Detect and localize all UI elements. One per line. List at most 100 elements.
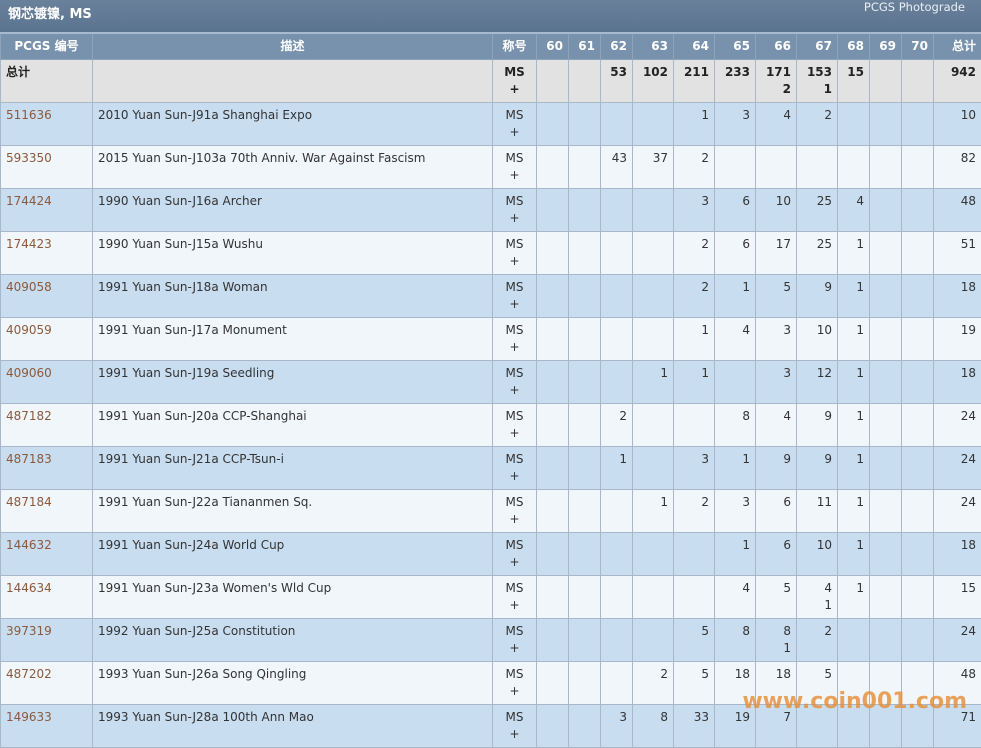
grade-count-67[interactable]: 9 [797,275,838,318]
grade-count-67[interactable]: 9 [797,404,838,447]
header-grade-68: 68 [838,33,870,60]
grade-count-64[interactable]: 2 [674,232,715,275]
grade-count-65[interactable]: 8 [715,404,756,447]
header-grade-65: 65 [715,33,756,60]
grade-count-63[interactable]: 2 [633,662,674,705]
pcgs-number-link[interactable]: 487183 [1,447,93,490]
pcgs-number-link[interactable]: 511636 [1,103,93,146]
pcgs-number-link[interactable]: 174423 [1,232,93,275]
grade-count-62 [601,189,633,232]
grade-count-65[interactable]: 3 [715,103,756,146]
grade-count-63 [633,103,674,146]
grade-count-67[interactable]: 4 1 [797,576,838,619]
grade-count-66[interactable]: 4 [756,404,797,447]
grade-count-68[interactable]: 4 [838,189,870,232]
grade-count-66[interactable]: 17 [756,232,797,275]
grade-count-66[interactable]: 5 [756,576,797,619]
grade-count-62[interactable]: 3 [601,705,633,748]
grade-count-67[interactable]: 12 [797,361,838,404]
pcgs-number-link[interactable]: 487202 [1,662,93,705]
grade-count-64[interactable]: 1 [674,361,715,404]
grade-count-65[interactable]: 4 [715,318,756,361]
grade-count-67[interactable]: 25 [797,232,838,275]
grade-count-68[interactable]: 1 [838,576,870,619]
grade-count-67[interactable]: 2 [797,103,838,146]
designation-cell: MS + [493,146,537,189]
grade-count-65[interactable]: 1 [715,533,756,576]
grade-count-62[interactable]: 1 [601,447,633,490]
header-pcgs-no[interactable]: PCGS 编号 [1,33,93,60]
grade-count-64[interactable]: 2 [674,275,715,318]
grade-count-62 [601,361,633,404]
grade-count-62 [601,490,633,533]
grade-count-64[interactable]: 1 [674,103,715,146]
designation-cell: MS + [493,619,537,662]
grade-count-66[interactable]: 9 [756,447,797,490]
grade-count-67[interactable]: 11 [797,490,838,533]
pcgs-number-link[interactable]: 487182 [1,404,93,447]
header-description[interactable]: 描述 [93,33,493,60]
pcgs-number-link[interactable]: 149633 [1,705,93,748]
description-cell: 1990 Yuan Sun-J15a Wushu [93,232,493,275]
grade-count-68[interactable]: 1 [838,318,870,361]
grade-count-64 [674,533,715,576]
grade-count-65[interactable]: 1 [715,447,756,490]
grade-count-68[interactable]: 1 [838,275,870,318]
grade-count-66[interactable]: 5 [756,275,797,318]
grade-count-64[interactable]: 1 [674,318,715,361]
grade-count-66[interactable]: 6 [756,490,797,533]
grade-count-67[interactable]: 9 [797,447,838,490]
grade-count-70 [902,275,934,318]
pcgs-number-link[interactable]: 144634 [1,576,93,619]
grade-count-63[interactable]: 1 [633,361,674,404]
grade-count-66[interactable]: 4 [756,103,797,146]
grade-count-66[interactable]: 3 [756,361,797,404]
grade-count-62[interactable]: 43 [601,146,633,189]
pcgs-number-link[interactable]: 487184 [1,490,93,533]
grade-count-63[interactable]: 1 [633,490,674,533]
grade-count-66[interactable]: 6 [756,533,797,576]
grade-count-65[interactable]: 6 [715,189,756,232]
total-cell: 24 [934,404,981,447]
photograde-link[interactable]: PCGS Photograde [864,0,965,14]
grade-count-65[interactable]: 4 [715,576,756,619]
pcgs-number-link[interactable]: 409058 [1,275,93,318]
grade-count-67[interactable]: 10 [797,318,838,361]
grade-count-68[interactable]: 1 [838,533,870,576]
grade-count-65[interactable]: 1 [715,275,756,318]
grade-count-63[interactable]: 8 [633,705,674,748]
pcgs-number-link[interactable]: 409059 [1,318,93,361]
grade-count-62[interactable]: 2 [601,404,633,447]
pcgs-number-link[interactable]: 397319 [1,619,93,662]
pcgs-number-link[interactable]: 174424 [1,189,93,232]
grade-count-68[interactable]: 1 [838,404,870,447]
grade-count-64[interactable]: 33 [674,705,715,748]
grade-count-68[interactable]: 1 [838,447,870,490]
grade-count-67[interactable]: 2 [797,619,838,662]
grade-count-68[interactable]: 1 [838,361,870,404]
pcgs-number-link[interactable]: 409060 [1,361,93,404]
total-cell: 18 [934,275,981,318]
grade-count-68[interactable]: 1 [838,232,870,275]
total-cell: 51 [934,232,981,275]
grade-count-63[interactable]: 37 [633,146,674,189]
grade-count-65[interactable]: 3 [715,490,756,533]
grade-count-64[interactable]: 2 [674,490,715,533]
grade-count-64[interactable]: 3 [674,447,715,490]
pcgs-number-link[interactable]: 593350 [1,146,93,189]
grade-count-64[interactable]: 5 [674,619,715,662]
grade-count-67[interactable]: 10 [797,533,838,576]
grade-count-64[interactable]: 3 [674,189,715,232]
grade-count-65[interactable]: 6 [715,232,756,275]
grade-count-64[interactable]: 5 [674,662,715,705]
grade-count-68[interactable]: 1 [838,490,870,533]
grade-count-66[interactable]: 3 [756,318,797,361]
grade-count-65[interactable]: 8 [715,619,756,662]
pcgs-number-link[interactable]: 144632 [1,533,93,576]
grade-count-64[interactable]: 2 [674,146,715,189]
grade-count-67[interactable]: 25 [797,189,838,232]
grade-count-66[interactable]: 8 1 [756,619,797,662]
grade-count-66[interactable]: 10 [756,189,797,232]
